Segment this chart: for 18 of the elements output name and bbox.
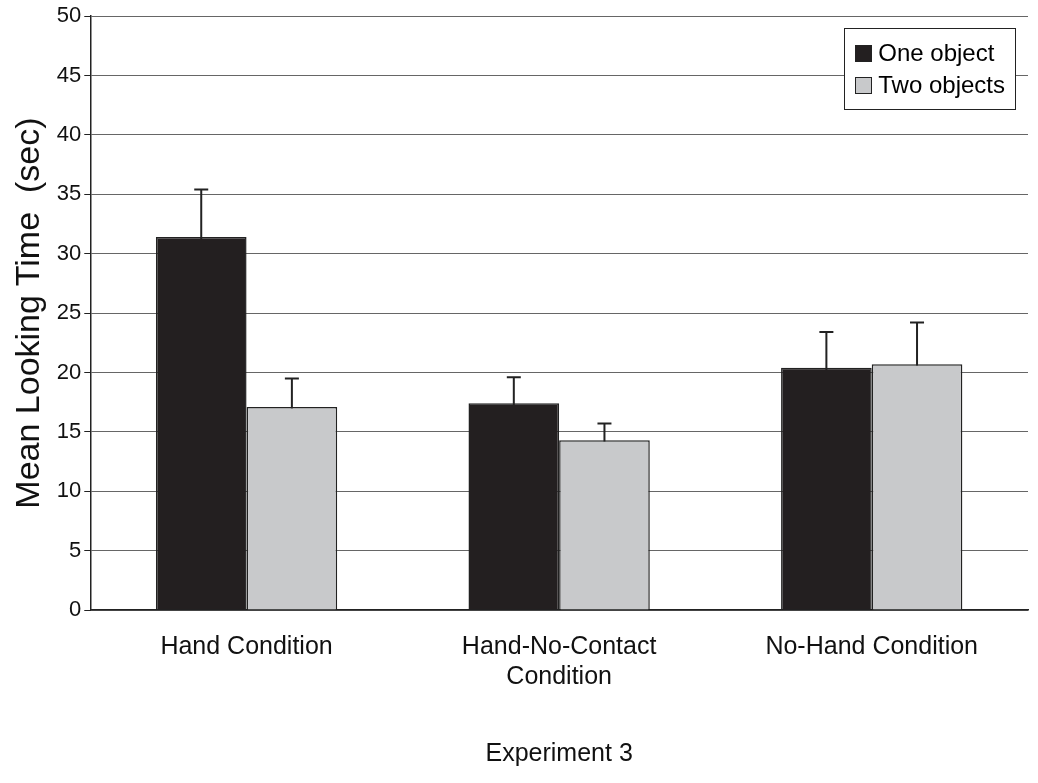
y-axis-title: Mean Looking Time (sec) — [7, 117, 46, 509]
x-tick-label: No-Hand Condition — [765, 630, 979, 659]
y-tick-label: 30 — [56, 239, 82, 265]
y-tick-label: 40 — [56, 121, 82, 147]
y-tick-label: 0 — [69, 596, 82, 622]
x-tick-label: Hand Condition — [160, 630, 333, 659]
y-tick-label: 15 — [56, 417, 82, 443]
y-tick-label: 20 — [56, 358, 82, 384]
y-tick-label: 45 — [56, 61, 82, 87]
y-tick-label: 50 — [56, 2, 82, 28]
x-axis-title: Experiment 3 — [485, 737, 633, 766]
legend-label: Two objects — [878, 71, 1005, 100]
y-tick-label: 35 — [56, 180, 82, 206]
legend-label: One object — [878, 39, 995, 68]
y-tick-label: 25 — [56, 299, 82, 325]
x-tick-label: Hand-No-Contact Condition — [461, 630, 657, 689]
y-tick-label: 5 — [69, 536, 82, 562]
y-tick-label: 10 — [56, 477, 82, 503]
